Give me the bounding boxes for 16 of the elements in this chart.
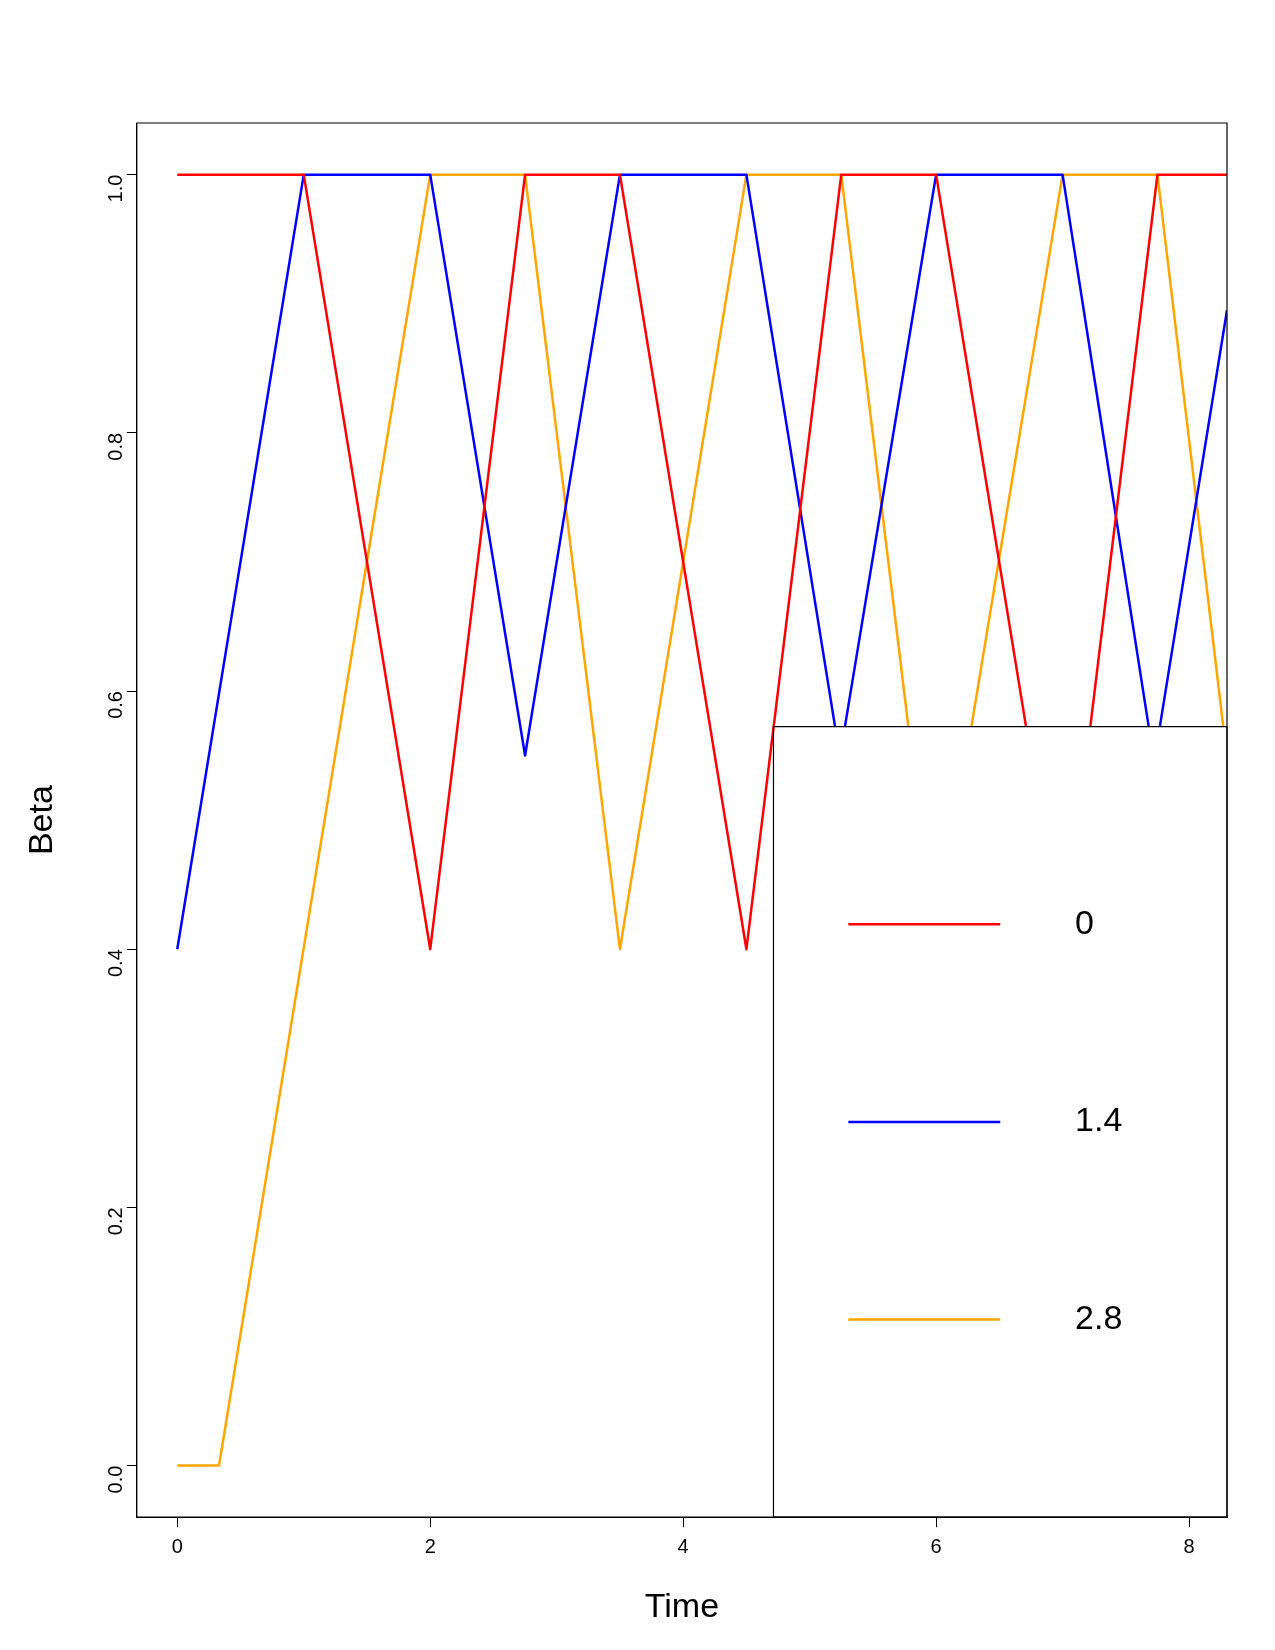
y-tick-label: 0.8 [104, 432, 127, 461]
x-tick-label: 0 [171, 1534, 183, 1557]
x-tick-label: 4 [677, 1534, 689, 1557]
legend-label: 0 [1075, 902, 1094, 941]
y-tick-label: 0.6 [104, 691, 127, 719]
y-tick-label: 0.0 [104, 1465, 127, 1494]
y-tick-label: 0.2 [104, 1207, 127, 1236]
x-tick-label: 6 [930, 1534, 942, 1557]
y-tick-label: 1.0 [104, 174, 127, 203]
x-tick-label: 8 [1183, 1534, 1195, 1557]
legend-label: 2.8 [1075, 1297, 1123, 1336]
y-tick-label: 0.4 [104, 949, 127, 978]
y-axis-title: Beta [20, 785, 59, 856]
legend-label: 1.4 [1075, 1100, 1123, 1139]
x-tick-label: 2 [424, 1534, 436, 1557]
x-axis-title: Time [644, 1585, 720, 1624]
